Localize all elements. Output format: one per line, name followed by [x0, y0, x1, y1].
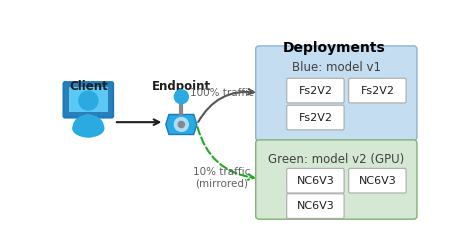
FancyBboxPatch shape: [287, 194, 344, 218]
FancyBboxPatch shape: [349, 168, 406, 193]
Text: NC6V3: NC6V3: [297, 201, 334, 211]
Text: NC6V3: NC6V3: [358, 176, 396, 186]
FancyBboxPatch shape: [69, 87, 108, 112]
Text: Fs2V2: Fs2V2: [360, 86, 394, 95]
Text: Endpoint: Endpoint: [152, 80, 211, 93]
FancyBboxPatch shape: [287, 168, 344, 193]
Text: 100% traffic: 100% traffic: [190, 88, 253, 97]
Text: Green: model v2 (GPU): Green: model v2 (GPU): [268, 153, 405, 166]
Polygon shape: [166, 115, 197, 134]
Text: Client: Client: [69, 80, 108, 93]
Circle shape: [178, 121, 185, 127]
Ellipse shape: [73, 115, 103, 137]
FancyBboxPatch shape: [256, 46, 417, 141]
Text: Deployments: Deployments: [283, 40, 385, 55]
Circle shape: [79, 91, 97, 110]
Text: Fs2V2: Fs2V2: [299, 86, 333, 95]
Text: 10% traffic
(mirrored): 10% traffic (mirrored): [193, 167, 250, 188]
FancyBboxPatch shape: [64, 82, 113, 118]
Circle shape: [174, 118, 188, 131]
Text: NC6V3: NC6V3: [297, 176, 334, 186]
FancyBboxPatch shape: [349, 78, 406, 103]
FancyBboxPatch shape: [287, 105, 344, 130]
Text: Fs2V2: Fs2V2: [299, 113, 333, 123]
Text: Blue: model v1: Blue: model v1: [292, 61, 381, 74]
FancyBboxPatch shape: [256, 140, 417, 219]
Ellipse shape: [73, 120, 104, 137]
FancyBboxPatch shape: [287, 78, 344, 103]
Circle shape: [174, 90, 188, 104]
Circle shape: [79, 91, 97, 110]
